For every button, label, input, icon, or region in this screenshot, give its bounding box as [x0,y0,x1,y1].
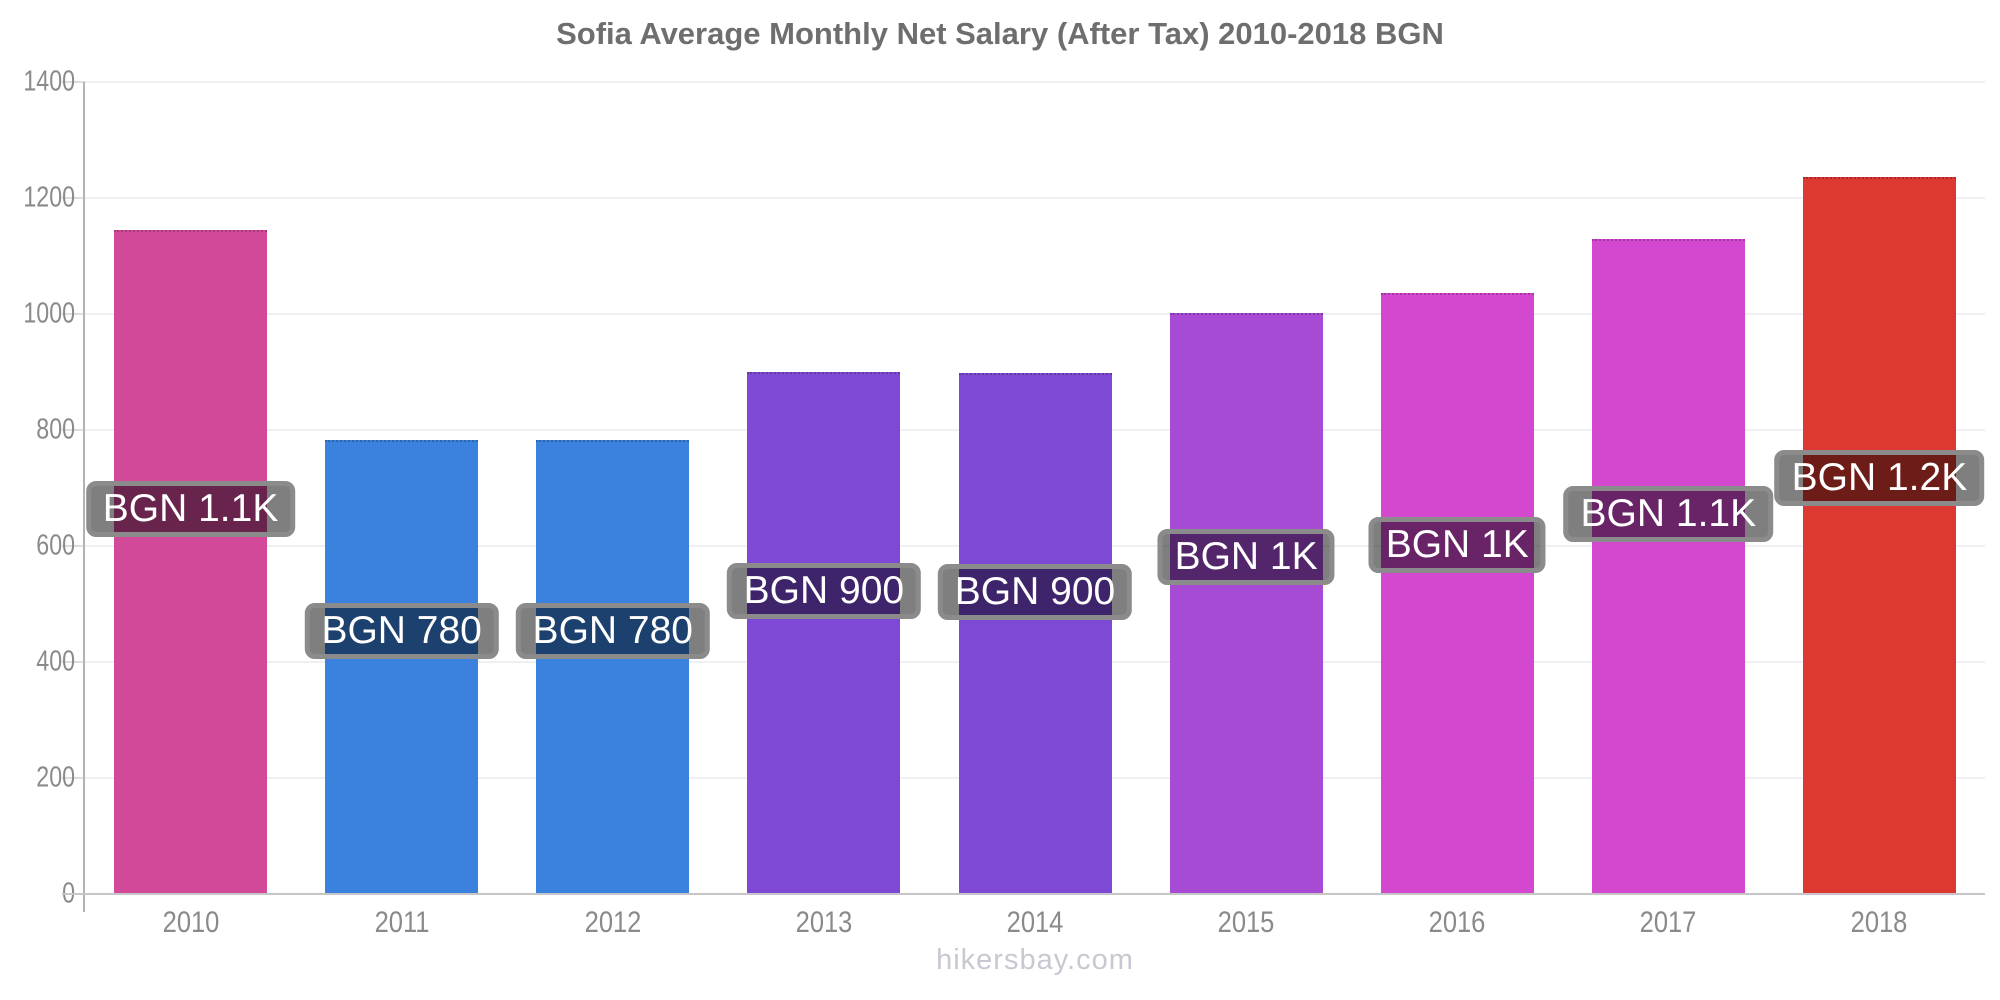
y-tick-label: 800 [36,413,75,446]
y-tick-label: 600 [36,529,75,562]
y-axis-line [83,82,85,912]
x-tick-label: 2012 [584,906,642,939]
y-tick [62,661,85,663]
plot-area: 0 200 400 600 800 1000 1200 1400 BGN 1.1K 2010 BGN… [23,66,1985,939]
bar-value-label: BGN 1.1K [85,480,296,537]
y-tick [62,777,85,779]
bar-2010[interactable] [114,229,268,894]
bar-2017[interactable] [1591,238,1745,894]
bar-value-label: BGN 1K [1157,528,1335,585]
y-tick [62,313,85,315]
bar-2013[interactable] [747,372,901,894]
bar-2014[interactable] [958,373,1112,894]
bar-value-label: BGN 900 [937,563,1133,620]
bar-2011[interactable] [325,439,479,894]
chart-title: Sofia Average Monthly Net Salary (After … [556,16,1444,51]
x-tick-label: 2014 [1006,906,1064,939]
bar-value-label: BGN 780 [304,602,499,659]
bar-value-label: BGN 1K [1368,517,1546,574]
x-tick-label: 2018 [1851,906,1908,939]
bar-2016[interactable] [1380,292,1534,894]
y-tick [62,429,85,431]
x-axis-line [62,893,1985,895]
gridline [85,313,1985,315]
x-tick-label: 2017 [1639,906,1697,939]
y-tick-label: 400 [36,645,75,678]
bar-value-label: BGN 1.2K [1774,449,1985,506]
x-tick-label: 2013 [795,906,853,939]
x-tick-label: 2010 [162,906,219,939]
gridline [85,197,1985,199]
gridline [85,81,1985,83]
y-tick-label: 200 [36,761,75,794]
bar-value-label: BGN 1.1K [1563,485,1774,542]
bar-value-label: BGN 780 [515,602,710,659]
y-tick [62,545,85,547]
x-tick-label: 2015 [1217,906,1275,939]
watermark: hikersbay.com [936,944,1134,976]
y-tick-label: 1400 [23,65,75,98]
bar-2018[interactable] [1802,176,1956,894]
bar-2012[interactable] [536,439,690,894]
y-tick [62,81,85,83]
x-tick-label: 2011 [374,906,430,939]
y-tick-label: 1200 [23,181,75,214]
x-tick-label: 2016 [1428,906,1486,939]
bar-value-label: BGN 900 [726,563,922,620]
y-tick-label: 1000 [23,297,75,330]
y-tick [62,197,85,199]
bar-2015[interactable] [1169,312,1323,894]
